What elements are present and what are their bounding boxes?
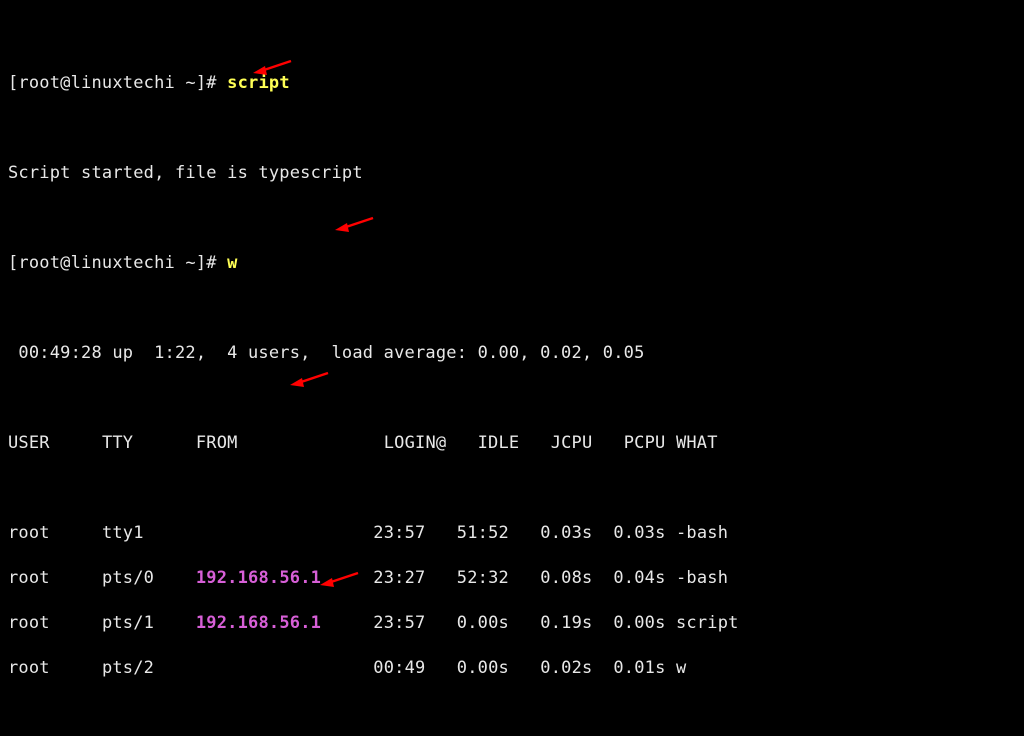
prompt-line: [root@linuxtechi ~]# script: [8, 72, 1016, 95]
w-row: root pts/1 192.168.56.1 23:57 0.00s 0.19…: [8, 612, 1016, 635]
w-uptime: 00:49:28 up 1:22, 4 users, load average:…: [8, 342, 1016, 365]
script-started-msg: Script started, file is typescript: [8, 162, 1016, 185]
w-row: root pts/0 192.168.56.1 23:27 52:32 0.08…: [8, 567, 1016, 590]
w-row: root pts/2 00:49 0.00s 0.02s 0.01s w: [8, 657, 1016, 680]
shell-prompt: [root@linuxtechi ~]#: [8, 253, 227, 273]
command-script: script: [227, 73, 290, 93]
w-row: root tty1 23:57 51:52 0.03s 0.03s -bash: [8, 522, 1016, 545]
shell-prompt: [root@linuxtechi ~]#: [8, 73, 227, 93]
prompt-line: [root@linuxtechi ~]# w: [8, 252, 1016, 275]
ip-address: 192.168.56.1: [196, 568, 321, 588]
terminal[interactable]: [root@linuxtechi ~]# script Script start…: [0, 0, 1024, 736]
ip-address: 192.168.56.1: [196, 613, 321, 633]
w-header: USER TTY FROM LOGIN@ IDLE JCPU PCPU WHAT: [8, 432, 1016, 455]
command-w: w: [227, 253, 237, 273]
